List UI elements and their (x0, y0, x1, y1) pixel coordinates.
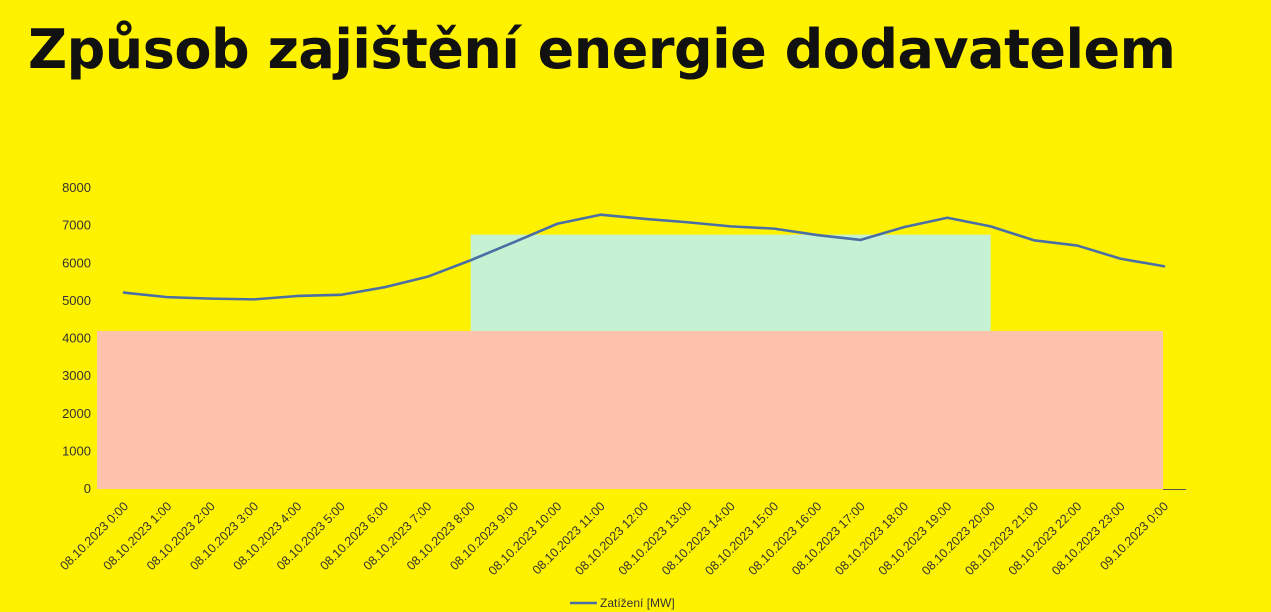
x-tick-label: 08.10.2023 13:00 (616, 499, 695, 578)
y-tick-label: 7000 (62, 218, 91, 233)
data-point (643, 218, 645, 220)
band-1 (97, 330, 1163, 489)
data-point (166, 296, 169, 298)
data-point (1076, 244, 1079, 247)
legend-label: Zatížení [MW] (600, 596, 675, 610)
data-point (339, 294, 342, 296)
x-tick-label: 08.10.2023 20:00 (919, 499, 998, 578)
data-point (426, 275, 429, 278)
data-point (946, 216, 949, 219)
data-point (859, 239, 862, 241)
x-tick-label: 08.10.2023 10:00 (486, 499, 565, 578)
x-tick-label: 08.10.2023 11:00 (530, 499, 608, 577)
data-point (1163, 265, 1165, 268)
page-title: Způsob zajištění energie dodavatelem (28, 18, 1176, 81)
x-tick-label: 08.10.2023 22:00 (1006, 499, 1085, 578)
x-tick-label: 08.10.2023 16:00 (746, 499, 825, 578)
y-tick-label: 5000 (62, 293, 91, 308)
data-point (599, 213, 602, 216)
data-point (123, 291, 125, 294)
x-tick-label: 08.10.2023 17:00 (789, 499, 868, 578)
data-point (773, 227, 775, 230)
data-point (729, 225, 732, 228)
y-tick-label: 3000 (62, 368, 91, 383)
data-point (556, 222, 559, 225)
x-tick-label: 08.10.2023 15:00 (702, 499, 781, 578)
data-point (469, 259, 472, 262)
x-tick-label: 08.10.2023 23:00 (1049, 499, 1128, 578)
x-tick-label: 08.10.2023 18:00 (832, 499, 911, 578)
legend: Zatížení [MW] (570, 596, 675, 610)
series-layer (122, 213, 1166, 301)
x-tick-label: 08.10.2023 19:00 (876, 499, 955, 578)
y-tick-label: 1000 (62, 443, 91, 458)
data-point (253, 298, 255, 301)
y-tick-label: 6000 (62, 255, 91, 270)
x-tick-label: 08.10.2023 12:00 (572, 499, 651, 578)
y-tick-label: 2000 (62, 406, 91, 421)
data-point (1033, 239, 1035, 242)
data-point (903, 226, 905, 228)
data-point (686, 221, 689, 224)
data-point (296, 295, 299, 297)
data-point (1119, 257, 1122, 260)
data-point (989, 225, 992, 228)
data-point (383, 286, 385, 289)
y-tick-label: 4000 (62, 331, 91, 346)
x-tick-label: 08.10.2023 21:00 (962, 499, 1041, 578)
band-0 (470, 234, 991, 331)
baseload-bands (97, 234, 1163, 489)
y-tick-label: 8000 (62, 180, 91, 195)
y-axis: 0 1000 2000 3000 4000 5000 6000 7000 8000 (62, 180, 91, 496)
data-point (209, 297, 212, 300)
data-point (513, 241, 515, 243)
x-tick-label: 08.10.2023 14:00 (659, 499, 738, 578)
y-tick-label: 0 (84, 481, 91, 496)
data-point (816, 234, 819, 236)
